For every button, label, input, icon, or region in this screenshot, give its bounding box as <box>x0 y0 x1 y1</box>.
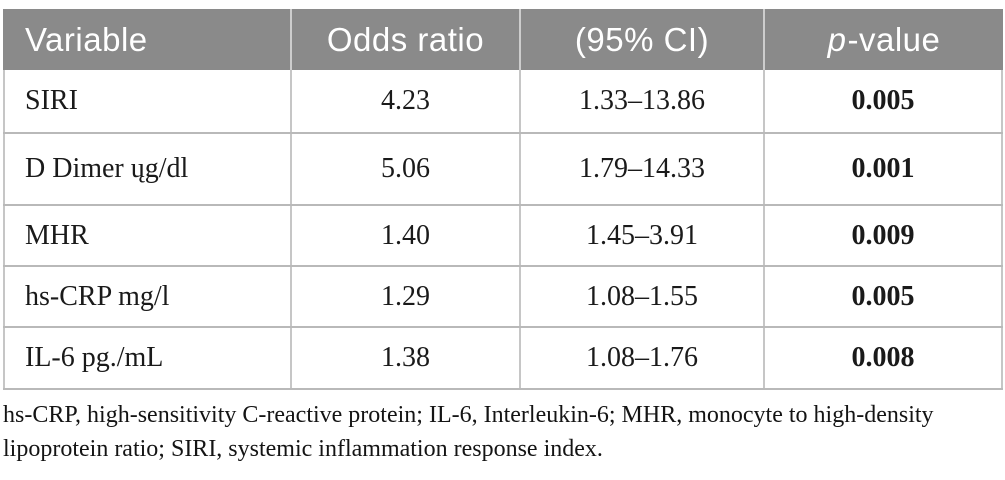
cell-ci: 1.08–1.55 <box>519 267 763 326</box>
cell-p-value: 0.009 <box>763 206 1003 265</box>
p-value-header-italic-p: p <box>827 20 847 58</box>
cell-ci: 1.08–1.76 <box>519 328 763 388</box>
cell-ci: 1.33–13.86 <box>519 70 763 132</box>
table-header-row: Variable Odds ratio (95% CI) p -value <box>3 9 1003 70</box>
cell-variable: MHR <box>3 206 290 265</box>
cell-variable: SIRI <box>3 70 290 132</box>
cell-variable: D Dimer ųg/dl <box>3 134 290 204</box>
cell-p-value: 0.005 <box>763 70 1003 132</box>
table-row: SIRI 4.23 1.33–13.86 0.005 <box>3 70 1003 134</box>
cell-odds-ratio: 1.38 <box>290 328 519 388</box>
column-header-odds-ratio: Odds ratio <box>290 9 519 70</box>
table-row: D Dimer ųg/dl 5.06 1.79–14.33 0.001 <box>3 134 1003 206</box>
p-value-header-suffix: -value <box>847 20 941 58</box>
cell-odds-ratio: 4.23 <box>290 70 519 132</box>
table-footnote: hs-CRP, high-sensitivity C-reactive prot… <box>3 402 934 462</box>
cell-p-value: 0.005 <box>763 267 1003 326</box>
cell-odds-ratio: 1.29 <box>290 267 519 326</box>
cell-odds-ratio: 1.40 <box>290 206 519 265</box>
column-header-variable: Variable <box>25 20 148 58</box>
cell-variable: IL-6 pg./mL <box>3 328 290 388</box>
cell-variable: hs-CRP mg/l <box>3 267 290 326</box>
column-header-ci: (95% CI) <box>519 9 763 70</box>
table-row: IL-6 pg./mL 1.38 1.08–1.76 0.008 <box>3 328 1003 390</box>
column-header-p-value: p -value <box>763 9 1003 70</box>
cell-p-value: 0.001 <box>763 134 1003 204</box>
cell-ci: 1.79–14.33 <box>519 134 763 204</box>
table-row: hs-CRP mg/l 1.29 1.08–1.55 0.005 <box>3 267 1003 328</box>
cell-odds-ratio: 5.06 <box>290 134 519 204</box>
odds-ratio-table: Variable Odds ratio (95% CI) p -value SIR… <box>3 9 1003 390</box>
cell-ci: 1.45–3.91 <box>519 206 763 265</box>
cell-p-value: 0.008 <box>763 328 1003 388</box>
table-row: MHR 1.40 1.45–3.91 0.009 <box>3 206 1003 267</box>
